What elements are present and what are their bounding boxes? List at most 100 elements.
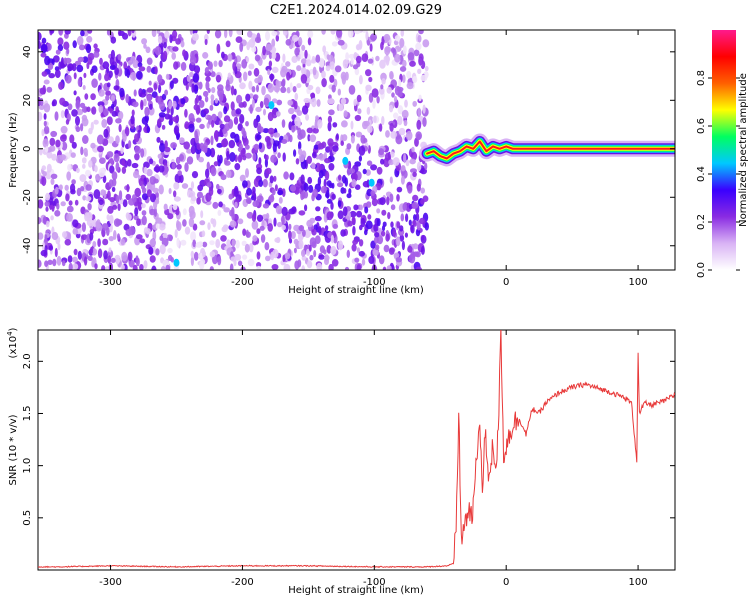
heatmap-cell (195, 135, 199, 144)
heatmap-cell (184, 226, 191, 235)
heatmap-cell (108, 136, 114, 144)
heatmap-cell (328, 182, 333, 189)
snr-line (38, 330, 675, 569)
heatmap-cell (412, 100, 418, 107)
heatmap-cell (149, 176, 157, 185)
heatmap-cell (241, 59, 248, 69)
heatmap-cell (274, 184, 278, 192)
heatmap-cell (127, 30, 132, 37)
heatmap-cell (217, 188, 222, 194)
heatmap-cell (54, 69, 61, 78)
heatmap-cell (203, 108, 210, 115)
heatmap-cell (368, 256, 375, 264)
heatmap-cell (393, 96, 398, 103)
heatmap-cell (239, 114, 245, 124)
heatmap-cell (173, 196, 181, 202)
heatmap-cell (68, 200, 73, 206)
heatmap-cell (307, 134, 311, 142)
heatmap-cell (117, 203, 121, 212)
heatmap-cell (406, 82, 414, 90)
heatmap-cell (159, 142, 166, 153)
heatmap-cell (120, 146, 124, 155)
heatmap-cell (253, 193, 257, 202)
heatmap-cell (193, 104, 200, 111)
y-tick-label: -20 (22, 189, 33, 205)
heatmap-cell (245, 56, 250, 63)
heatmap-cell (280, 80, 286, 87)
heatmap-cell (46, 86, 53, 93)
heatmap-cell (66, 213, 73, 222)
heatmap-cell (251, 86, 256, 93)
heatmap-cell (106, 151, 114, 158)
heatmap-cell (165, 264, 171, 270)
heatmap-cell (111, 186, 116, 192)
heatmap-cell (367, 214, 372, 220)
heatmap-cell (300, 174, 305, 184)
colorbar-ticks: 0.0 0.2 0.4 0.6 0.8 (696, 70, 740, 278)
heatmap-cell (204, 67, 209, 74)
heatmap-cell (388, 247, 395, 255)
heatmap-cell (82, 85, 86, 90)
heatmap-cell (47, 62, 54, 70)
heatmap-cell (301, 58, 307, 65)
heatmap-cell (388, 159, 395, 166)
heatmap-cell (236, 30, 243, 36)
heatmap-cell (133, 89, 137, 97)
heatmap-cell (60, 62, 64, 69)
heatmap-cell (235, 36, 243, 43)
heatmap-cell (353, 204, 359, 211)
heatmap-cell (199, 260, 205, 270)
heatmap-cell (416, 133, 421, 141)
heatmap-cell (317, 119, 323, 129)
heatmap-cell (315, 54, 321, 63)
heatmap-cell (210, 135, 214, 146)
heatmap-cell (124, 126, 130, 137)
heatmap-cell (321, 78, 327, 88)
heatmap-cell (332, 145, 339, 152)
heatmap-cell (139, 238, 146, 244)
heatmap-cell (281, 224, 287, 231)
heatmap-cell (366, 201, 372, 208)
heatmap-cell (269, 73, 275, 81)
heatmap-cell (265, 212, 270, 220)
heatmap-cell (172, 46, 179, 52)
heatmap-cell (248, 63, 255, 70)
heatmap-cell (115, 162, 120, 172)
heatmap-cell (422, 195, 429, 202)
heatmap-cell (323, 249, 327, 255)
heatmap-cell (337, 88, 341, 96)
heatmap-cell (85, 169, 91, 177)
heatmap-cell (282, 53, 286, 63)
heatmap-cell (180, 239, 187, 246)
heatmap-cell (43, 79, 50, 85)
heatmap-cell (182, 49, 187, 57)
heatmap-cell (323, 178, 327, 188)
heatmap-cell (398, 127, 406, 136)
heatmap-cell (48, 73, 56, 79)
heatmap-cell (381, 115, 385, 126)
heatmap-cell (415, 212, 420, 222)
heatmap-cell (175, 156, 181, 165)
heatmap-cell (95, 223, 103, 232)
heatmap-cell (167, 213, 174, 220)
heatmap-cell (267, 127, 275, 135)
heatmap-cell (66, 205, 74, 213)
heatmap-cell (389, 193, 394, 203)
heatmap-cell (254, 77, 261, 84)
heatmap-cell (118, 64, 121, 70)
heatmap-cell (301, 265, 306, 270)
heatmap-cell (237, 260, 243, 267)
heatmap-cell (358, 239, 364, 247)
heatmap-cell (77, 77, 82, 87)
heatmap-cell (131, 162, 139, 169)
heatmap-cell (87, 203, 92, 211)
heatmap-cell (214, 98, 219, 104)
heatmap-cell (142, 193, 148, 201)
heatmap-cell (253, 118, 259, 129)
heatmap-cell (315, 115, 319, 121)
heatmap-cell (101, 223, 109, 231)
heatmap-cell (304, 49, 308, 59)
heatmap-cell (205, 168, 210, 179)
heatmap-cell (239, 42, 244, 53)
